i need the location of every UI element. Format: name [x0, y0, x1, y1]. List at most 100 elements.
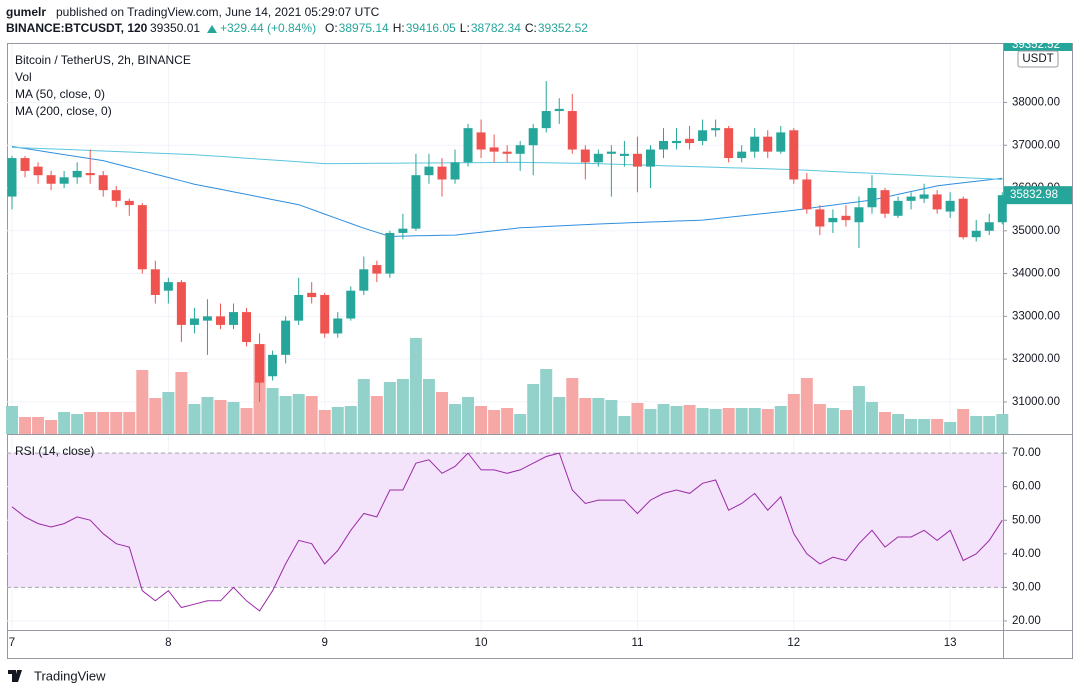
volume-bar [344, 406, 357, 434]
volume-bar [318, 410, 331, 434]
volume-bar [19, 417, 32, 434]
y-tick-label: 38000.00 [1012, 96, 1060, 108]
candle-body [619, 153, 629, 156]
x-tick-label: 10 [475, 637, 488, 649]
chart-title: Bitcoin / TetherUS, 2h, BINANCE [15, 53, 191, 67]
candle-body [163, 282, 173, 291]
candle-body [46, 175, 56, 184]
y-tick-label: 50.00 [1012, 514, 1041, 526]
candle-body [802, 179, 812, 210]
x-tick-label: 13 [944, 637, 957, 649]
candle-body [971, 230, 981, 238]
volume-bar [683, 405, 696, 434]
volume-bar [735, 408, 748, 434]
candle-body [945, 200, 955, 212]
volume-bar [409, 338, 422, 434]
volume-bar [527, 384, 540, 434]
volume-bar [331, 407, 344, 434]
candle-body [59, 177, 69, 184]
volume-bar [618, 416, 631, 434]
volume-bar [787, 394, 800, 434]
volume-bar [657, 404, 670, 434]
candle-body [33, 166, 43, 176]
candle-body [880, 190, 890, 214]
volume-bar [123, 412, 136, 434]
volume-bar [149, 398, 162, 434]
volume-bar [188, 404, 201, 434]
marks [6, 81, 1009, 612]
volume-bar [865, 402, 878, 434]
y-tick-label: 30.00 [1012, 581, 1041, 593]
y-tick-label: 34000.00 [1012, 268, 1060, 280]
candle-body [645, 149, 655, 167]
rsi-title: RSI (14, close) [15, 444, 94, 458]
candle-body [7, 158, 17, 197]
volume-bar [357, 379, 370, 434]
candle-body [176, 282, 186, 325]
volume-bar [449, 404, 462, 434]
y-tick-label: 33000.00 [1012, 310, 1060, 322]
footer-brand: TradingView [34, 668, 106, 683]
candle-body [984, 222, 994, 231]
candle-body [515, 145, 525, 154]
volume-bar [592, 398, 605, 434]
volume-bar [540, 369, 553, 434]
volume-bar [305, 396, 318, 434]
volume-bar [84, 412, 97, 434]
candle-body [294, 294, 304, 321]
volume-bar [644, 409, 657, 434]
volume-bar [462, 397, 475, 434]
candle-body [997, 195, 1007, 223]
volume-bar [709, 409, 722, 434]
candle-body [281, 320, 291, 355]
candle-body [359, 269, 369, 291]
candle-body [815, 209, 825, 227]
volume-bar [58, 412, 71, 434]
ohlc-value: 38975.14 [339, 21, 389, 35]
candle-body [606, 151, 616, 154]
unit-box [1017, 50, 1059, 68]
volume-bar [214, 400, 227, 434]
volume-bar [136, 370, 149, 434]
candle-body [776, 132, 786, 152]
x-tick-label: 8 [165, 637, 171, 649]
footer-logo [8, 670, 22, 682]
volume-bar [996, 414, 1009, 434]
candle-body [150, 269, 160, 295]
volume-bar [45, 420, 58, 434]
volume-bar [774, 406, 787, 434]
volume-bar [748, 408, 761, 434]
volume-bar [879, 412, 892, 434]
candle-body [750, 136, 760, 152]
ohlc-value: 39416.05 [406, 21, 456, 35]
y-tick-label: 37000.00 [1012, 139, 1060, 151]
candle-body [320, 294, 330, 334]
volume-bar [292, 394, 305, 434]
volume-bar [514, 414, 527, 434]
header-symbol: BINANCE:BTCUSDT, 120 [6, 21, 148, 35]
volume-bar [396, 379, 409, 434]
candle-body [659, 140, 668, 150]
candle-body [906, 196, 916, 201]
volume-bar [435, 392, 448, 434]
ohlc-label: C: [525, 21, 537, 35]
candle-body [867, 188, 877, 208]
candle-body [215, 316, 225, 325]
grid [7, 44, 1003, 630]
volume-bar [892, 414, 905, 434]
candle-body [789, 130, 799, 180]
candle-body [202, 316, 212, 321]
candle-body [763, 136, 773, 152]
candle-body [85, 173, 95, 176]
candle-body [72, 170, 82, 178]
frame-top-cover [1004, 0, 1074, 43]
ohlc-label: O: [325, 21, 338, 35]
volume-bar [631, 403, 644, 434]
candle-body [724, 128, 734, 159]
up-arrow-icon [207, 25, 217, 33]
y-tick-label: 35000.00 [1012, 225, 1060, 237]
volume-bar [983, 416, 996, 434]
candle-body [346, 290, 356, 319]
volume-bar [201, 397, 214, 434]
